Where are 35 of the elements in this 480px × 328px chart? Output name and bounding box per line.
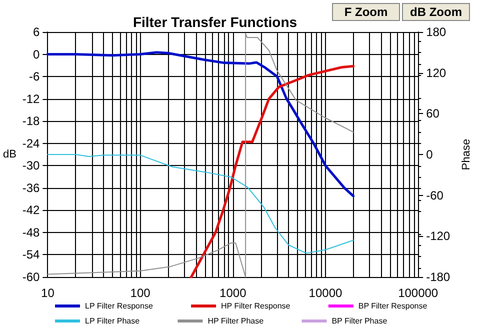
legend-label: LP Filter Phase — [85, 316, 140, 326]
y2-tick-label: -180 — [426, 270, 450, 284]
y2-axis-title: Phase — [460, 138, 472, 170]
y-tick-label: -42 — [22, 203, 40, 218]
y-tick-label: -18 — [22, 114, 40, 128]
y2-tick-label: -60 — [426, 188, 444, 202]
chart-title: Filter Transfer Functions — [132, 14, 298, 30]
y-tick-label: -30 — [22, 158, 40, 173]
legend-label: HP Filter Phase — [208, 316, 264, 326]
y-tick-label: -60 — [22, 270, 40, 284]
y2-tick-label: -120 — [426, 229, 450, 244]
legend-label: BP Filter Phase — [332, 316, 388, 326]
x-tick-label: 10 — [41, 286, 55, 300]
zoom-button: F Zoom — [332, 3, 400, 21]
y-axis-title: dB — [2, 148, 16, 160]
y-tick-label: 0 — [33, 47, 40, 62]
y-tick-label: 6 — [33, 25, 40, 39]
x-tick-label: 10000 — [308, 286, 342, 300]
x-tick-label: 100000 — [398, 286, 438, 300]
y-tick-label: -12 — [22, 92, 40, 106]
x-tick-label: 1000 — [220, 286, 247, 300]
x-tick-label: 100 — [130, 286, 151, 300]
legend-label: HP Filter Response — [221, 302, 291, 310]
y-tick-label: -6 — [29, 70, 40, 84]
y2-tick-label: 180 — [426, 25, 446, 39]
y2-tick-label: 0 — [426, 148, 434, 162]
zoom-button: dB Zoom — [402, 3, 470, 21]
legend-label: LP Filter Response — [85, 302, 154, 310]
legend-label: BP Filter Response — [358, 302, 428, 310]
y2-tick-label: 120 — [426, 66, 446, 80]
y-tick-label: -24 — [22, 136, 40, 150]
y-tick-label: -36 — [22, 180, 40, 195]
y2-tick-label: 60 — [426, 106, 440, 121]
y-tick-label: -54 — [22, 248, 40, 262]
y-tick-label: -48 — [22, 225, 40, 240]
